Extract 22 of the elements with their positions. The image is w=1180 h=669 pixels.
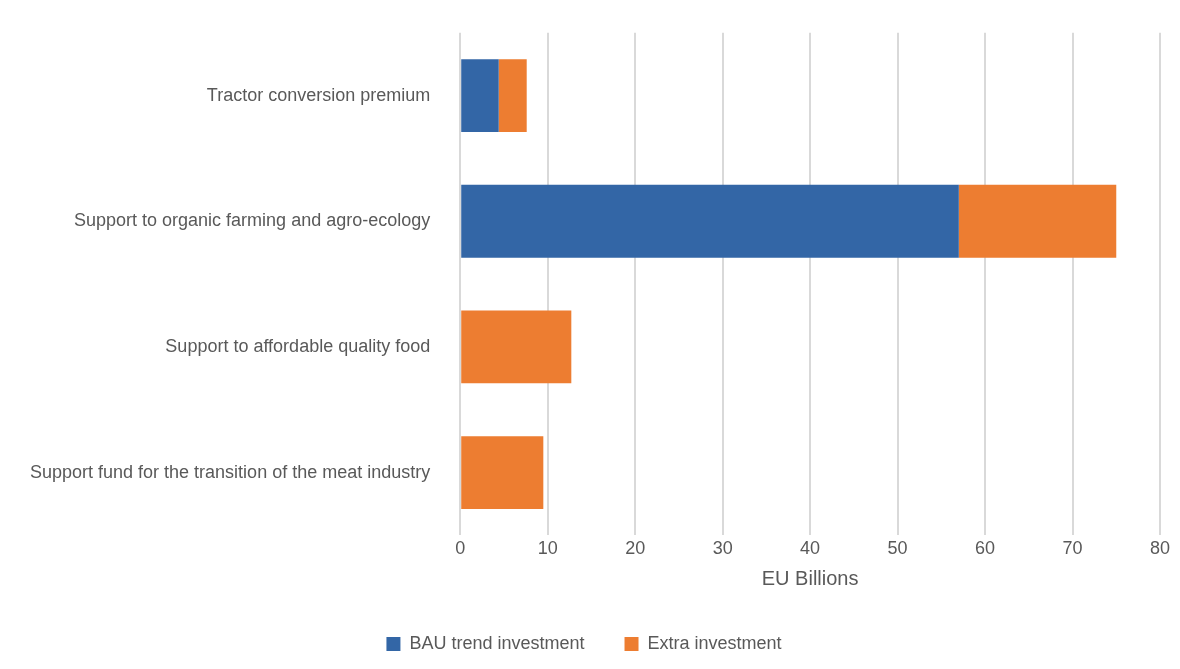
- bar: [461, 59, 499, 133]
- x-tick-label: 70: [1062, 538, 1083, 559]
- x-tick-label: 80: [1149, 538, 1171, 559]
- x-axis-title: EU Billions: [761, 566, 859, 589]
- y-tick-label: Support fund for the transition of the meat industry: [29, 461, 431, 482]
- bar: [498, 59, 527, 133]
- bar: [958, 184, 1117, 258]
- y-tick-label: Support to organic farming and agro-ecology: [74, 210, 431, 231]
- x-tick-label: 20: [625, 538, 646, 559]
- legend-label: Extra investment: [647, 632, 782, 653]
- y-tick-label: Support to affordable quality food: [165, 335, 431, 356]
- x-tick-label: 40: [800, 538, 821, 559]
- bar: [461, 184, 959, 258]
- x-tick-label: 10: [537, 538, 558, 559]
- x-tick-label: 50: [887, 538, 908, 559]
- y-tick-label: Tractor conversion premium: [206, 84, 431, 105]
- x-tick-label: 0: [455, 538, 466, 559]
- x-tick-label: 30: [712, 538, 733, 559]
- legend-label: BAU trend investment: [409, 632, 585, 653]
- bar: [461, 310, 572, 384]
- bar: [461, 436, 544, 510]
- x-tick-label: 60: [975, 538, 996, 559]
